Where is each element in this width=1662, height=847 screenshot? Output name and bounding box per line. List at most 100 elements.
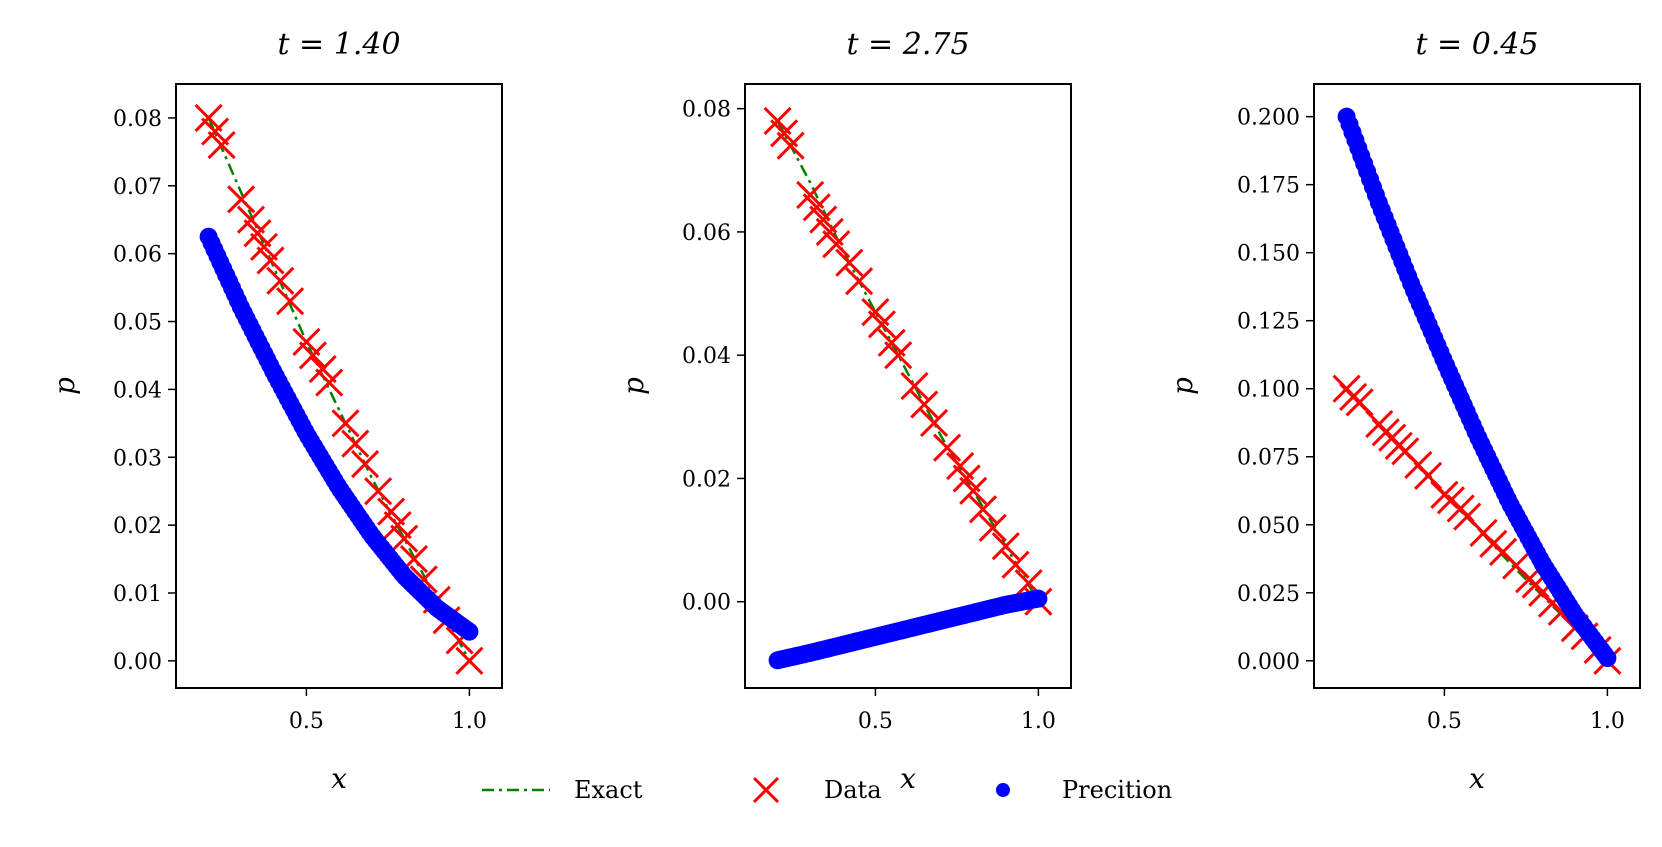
data-marker <box>298 341 327 370</box>
legend-dot-marker <box>996 783 1010 797</box>
data-marker <box>991 532 1020 561</box>
y-tick-label: 0.04 <box>113 378 162 403</box>
subplots: t = 1.40 0.5 1.0 0.00 0.01 0.02 0.03 0.04 0.05 0.… <box>48 27 1641 795</box>
x-tick-label: 1.0 <box>452 709 487 734</box>
data-marker <box>1001 550 1030 579</box>
legend-item-data: Data <box>752 776 882 804</box>
subplot-2: t = 2.75 0.5 1.0 0.00 0.02 0.04 0.06 0.08 x p <box>617 27 1072 795</box>
y-tick-label: 0.02 <box>113 514 162 539</box>
x-axis-label: x <box>900 762 916 795</box>
data-marker <box>207 131 236 160</box>
plot-area <box>1332 107 1622 675</box>
y-tick-label: 0.06 <box>113 243 162 268</box>
y-tick-label: 0.200 <box>1237 106 1300 131</box>
data-marker <box>331 409 360 438</box>
exact-line <box>776 120 1040 603</box>
axes-frame <box>175 83 503 689</box>
y-tick-label: 0.01 <box>113 582 162 607</box>
series-prediction <box>768 589 1048 670</box>
y-tick-label: 0.07 <box>113 175 162 200</box>
series-data <box>194 103 484 675</box>
legend-item-precition: Precition <box>996 776 1172 804</box>
data-marker <box>243 219 272 248</box>
data-marker <box>884 341 913 370</box>
data-marker <box>933 433 962 462</box>
exact-line <box>207 117 471 662</box>
data-marker <box>364 477 393 506</box>
y-tick-label: 0.08 <box>113 107 162 132</box>
legend-label: Exact <box>574 776 643 804</box>
y-tick-label: 0.05 <box>113 311 162 336</box>
data-marker <box>455 646 484 675</box>
y-tick-label: 0.125 <box>1237 310 1300 335</box>
data-marker <box>845 267 874 296</box>
data-marker <box>201 117 230 146</box>
y-tick-label: 0.100 <box>1237 378 1300 403</box>
prediction-point <box>1029 589 1048 608</box>
data-marker <box>910 390 939 419</box>
subplot-3: t = 0.45 0.5 1.0 0.000 0.025 0.050 0.075 0.100 0… <box>1166 27 1641 795</box>
y-tick-label: 0.025 <box>1237 582 1300 607</box>
data-marker <box>341 429 370 458</box>
prediction-point <box>460 622 479 641</box>
legend-item-exact: Exact <box>482 776 643 804</box>
y-tick-label: 0.03 <box>113 446 162 471</box>
x-tick-label: 0.5 <box>1427 709 1462 734</box>
series-prediction <box>199 227 479 641</box>
y-tick-label: 0.02 <box>682 467 731 492</box>
data-marker <box>236 205 266 234</box>
x-tick-label: 1.0 <box>1590 709 1625 734</box>
data-marker <box>776 131 805 160</box>
y-tick-label: 0.00 <box>682 591 731 616</box>
data-marker <box>249 232 279 261</box>
y-axis-label: p <box>1166 377 1199 395</box>
legend: Exact Data Precition <box>482 776 1172 804</box>
series-data <box>763 106 1053 616</box>
data-marker <box>390 524 419 553</box>
data-marker <box>920 408 949 438</box>
y-tick-label: 0.000 <box>1237 650 1300 675</box>
data-marker <box>867 310 896 339</box>
y-tick-label: 0.175 <box>1237 174 1300 199</box>
data-marker <box>978 513 1007 542</box>
x-tick-label: 0.5 <box>289 709 324 734</box>
subplot-title: t = 2.75 <box>846 27 969 62</box>
data-marker <box>1345 388 1374 417</box>
y-tick-label: 0.08 <box>682 98 731 123</box>
subplot-title: t = 1.40 <box>277 27 400 62</box>
series-data <box>1332 374 1622 675</box>
data-marker <box>900 371 929 401</box>
data-marker <box>351 449 380 479</box>
legend-label: Data <box>824 776 882 804</box>
data-marker <box>383 511 412 540</box>
data-marker <box>194 103 223 132</box>
data-marker <box>1414 461 1443 490</box>
subplot-title: t = 0.45 <box>1415 27 1538 62</box>
data-marker <box>835 248 864 277</box>
plot-area <box>194 103 484 675</box>
data-marker <box>256 246 285 275</box>
data-marker <box>968 495 998 524</box>
data-marker <box>308 354 337 384</box>
data-marker <box>959 476 988 505</box>
axes-frame <box>1313 83 1641 689</box>
data-marker <box>377 497 406 526</box>
x-tick-label: 1.0 <box>1021 709 1056 734</box>
y-axis-label: p <box>617 377 650 395</box>
x-tick-label: 0.5 <box>858 709 893 734</box>
y-tick-label: 0.050 <box>1237 514 1300 539</box>
plot-area <box>763 106 1053 670</box>
prediction-point <box>1598 649 1617 668</box>
data-marker <box>822 230 851 259</box>
x-axis-label: x <box>331 762 347 795</box>
x-axis-label: x <box>1469 762 1485 795</box>
legend-x-marker <box>752 776 780 804</box>
data-marker <box>315 368 344 397</box>
y-axis-label: p <box>48 377 81 395</box>
subplot-1: t = 1.40 0.5 1.0 0.00 0.01 0.02 0.03 0.04 0.05 0.… <box>48 27 503 795</box>
data-marker <box>227 185 256 214</box>
series-prediction <box>1337 107 1617 668</box>
data-marker <box>292 327 321 356</box>
legend-label: Precition <box>1062 776 1172 804</box>
